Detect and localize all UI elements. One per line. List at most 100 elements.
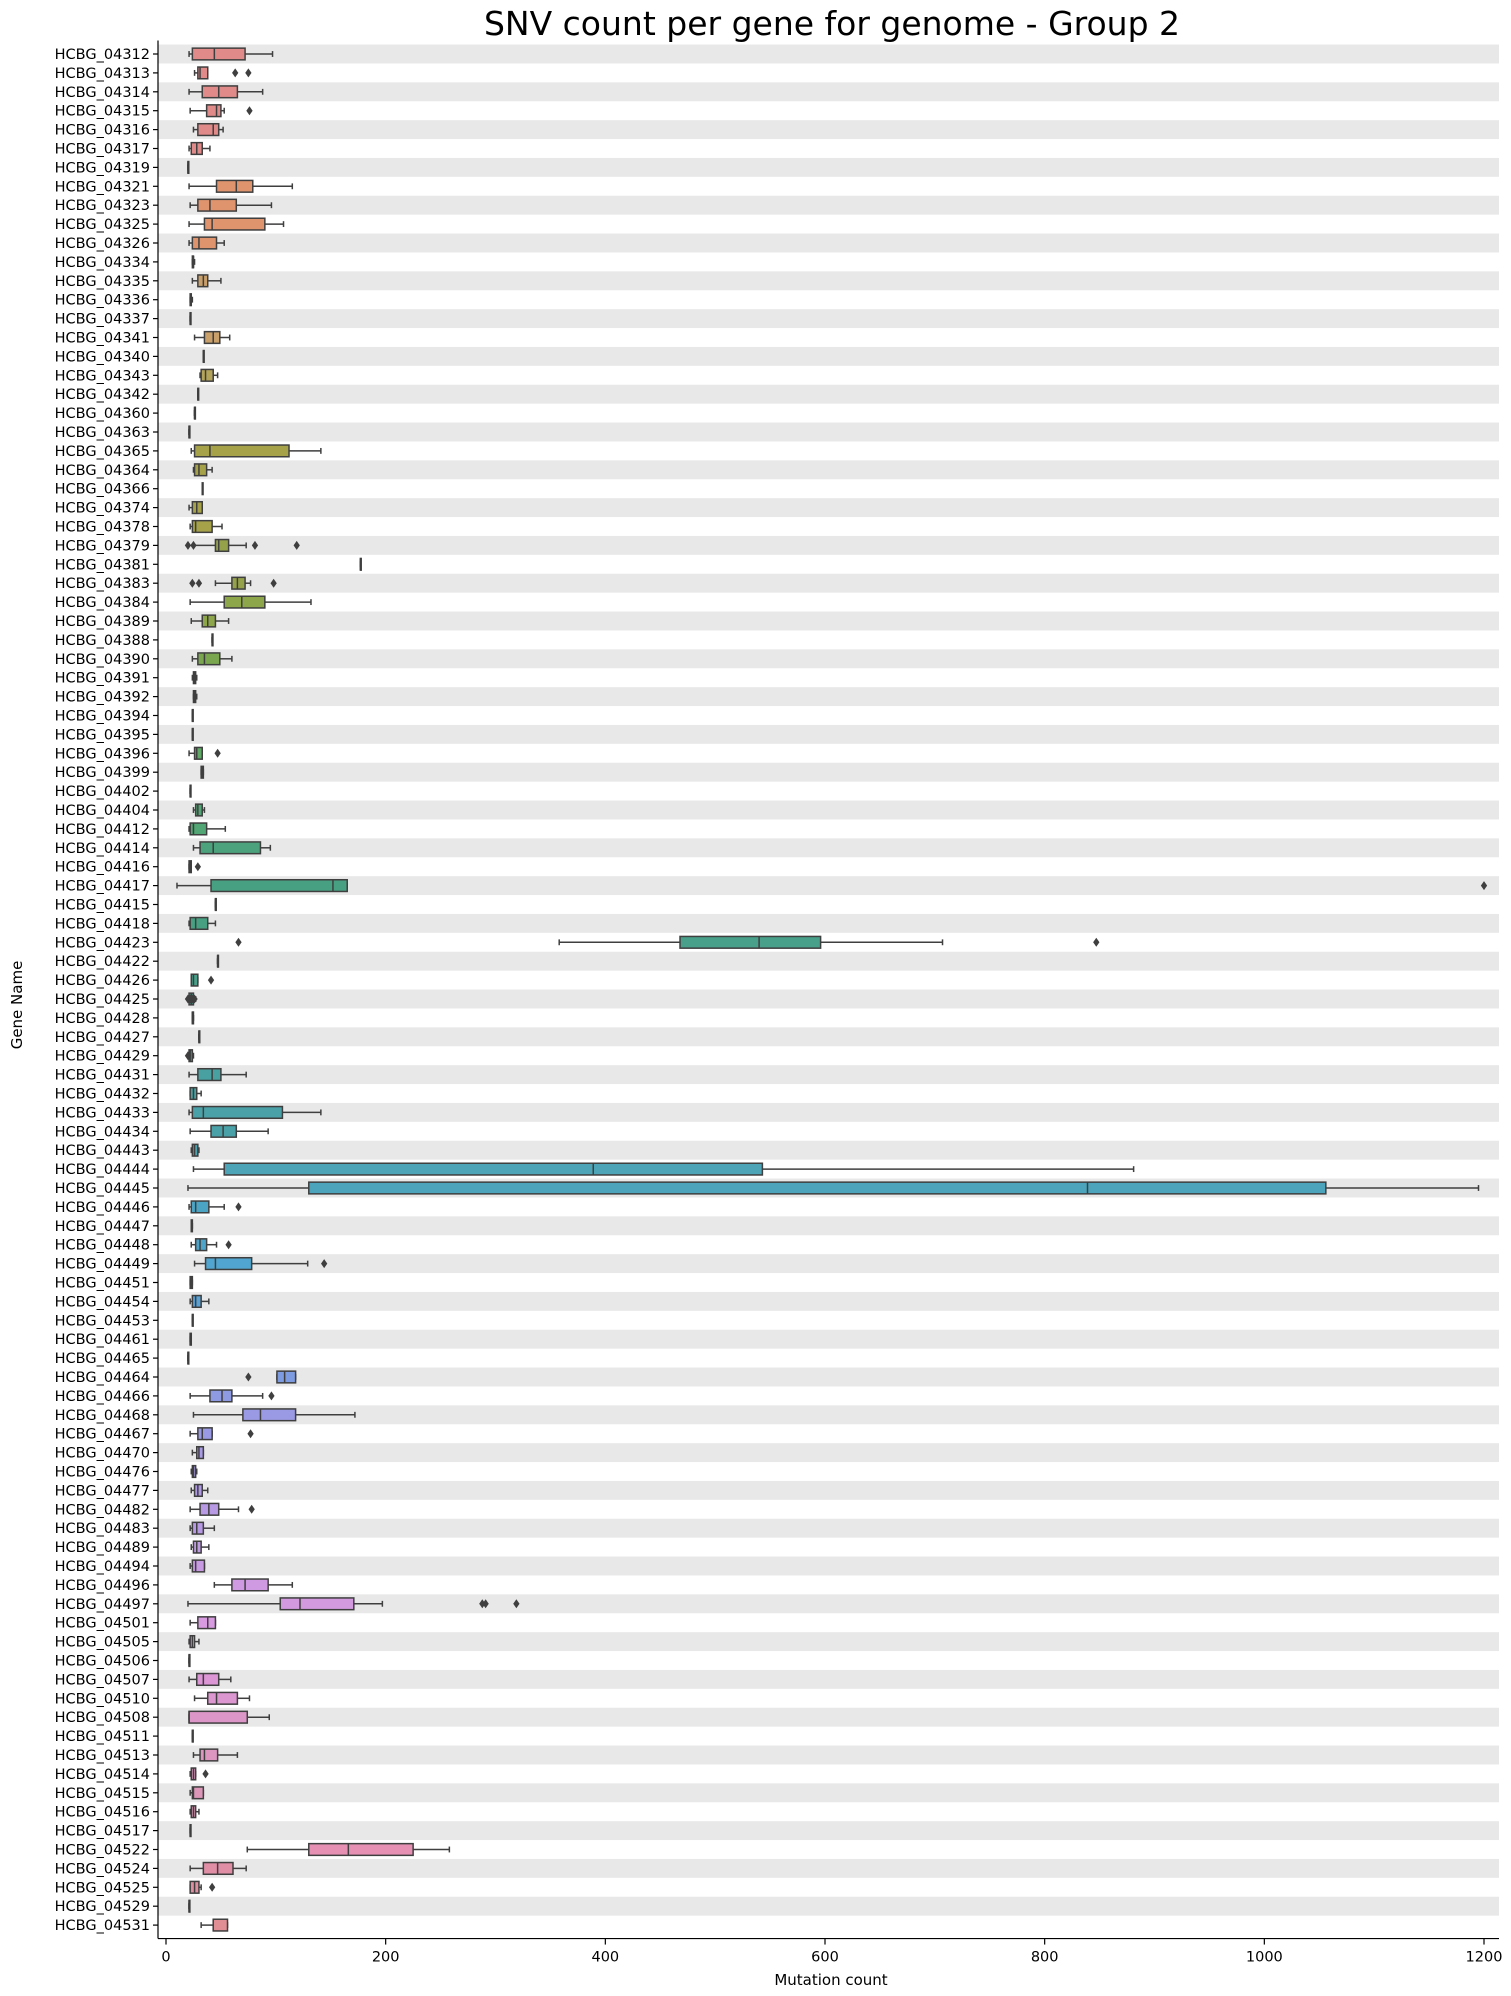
box-plot-hcbg-04395 xyxy=(191,727,194,742)
box-plot-hcbg-04449 xyxy=(193,1256,328,1271)
y-tick-label: HCBG_04342 xyxy=(55,387,150,403)
y-tick-label: HCBG_04451 xyxy=(55,1276,150,1292)
box xyxy=(191,519,213,534)
row-band xyxy=(158,460,1499,480)
y-tick-label: HCBG_04510 xyxy=(55,1691,150,1707)
box xyxy=(197,1616,217,1630)
row-band xyxy=(158,913,1499,933)
y-tick-label: HCBG_04464 xyxy=(55,1370,150,1386)
row-band xyxy=(158,1254,1499,1274)
y-tick-label: HCBG_04321 xyxy=(55,179,150,195)
box xyxy=(201,85,239,99)
row-band xyxy=(158,1027,1499,1047)
box xyxy=(191,236,218,250)
outlier-point xyxy=(232,68,239,78)
y-tick-label: HCBG_04483 xyxy=(55,1521,150,1537)
y-tick-label: HCBG_04389 xyxy=(55,614,150,630)
box-plot-hcbg-04433 xyxy=(188,1105,322,1120)
y-tick-label: HCBG_04395 xyxy=(55,727,150,743)
box xyxy=(212,1918,229,1932)
y-tick-label: HCBG_04514 xyxy=(55,1767,150,1783)
y-tick-label: HCBG_04422 xyxy=(55,954,150,970)
box-plot-hcbg-04514 xyxy=(189,1767,209,1781)
box xyxy=(214,538,230,553)
box-plot-hcbg-04482 xyxy=(189,1502,255,1516)
box-plot-hcbg-04315 xyxy=(189,104,253,118)
x-axis-label: Mutation count xyxy=(774,1971,887,1989)
box xyxy=(199,841,262,855)
y-tick-label: HCBG_04364 xyxy=(55,463,150,479)
outlier-point xyxy=(190,540,197,550)
box-plot-hcbg-04507 xyxy=(188,1672,232,1687)
box xyxy=(201,614,217,628)
y-tick-label: HCBG_04467 xyxy=(55,1427,150,1443)
box-plot-hcbg-04319 xyxy=(187,160,190,175)
outlier-point xyxy=(1480,881,1488,891)
row-band xyxy=(158,1783,1499,1803)
box-plot-hcbg-04402 xyxy=(189,784,192,798)
box xyxy=(191,1521,205,1535)
box xyxy=(196,1672,220,1687)
x-tick-label: 400 xyxy=(591,1950,619,1966)
outlier-point xyxy=(245,68,252,78)
box xyxy=(231,1578,269,1592)
box-plot-hcbg-04381 xyxy=(359,557,362,571)
row-band xyxy=(158,1102,1499,1122)
y-tick-label: HCBG_04404 xyxy=(55,803,150,819)
box xyxy=(279,1597,355,1611)
y-tick-label: HCBG_04443 xyxy=(55,1143,150,1159)
row-band xyxy=(158,195,1499,215)
outlier-point xyxy=(184,540,192,550)
x-tick-label: 200 xyxy=(372,1950,400,1966)
y-tick-label: HCBG_04468 xyxy=(55,1408,150,1424)
y-axis: HCBG_04312 HCBG_04313 HCBG_04314 HCBG_04315… xyxy=(55,40,159,1939)
box xyxy=(197,66,209,80)
box xyxy=(679,935,822,949)
y-tick-label: HCBG_04524 xyxy=(55,1861,150,1877)
outlier-point xyxy=(207,975,215,985)
y-tick-label: HCBG_04316 xyxy=(55,123,150,139)
box xyxy=(223,595,266,609)
box-plot-hcbg-04317 xyxy=(188,141,211,156)
row-band xyxy=(158,989,1499,1009)
y-tick-label: HCBG_04402 xyxy=(55,784,150,800)
row-band xyxy=(158,1669,1499,1689)
outlier-point xyxy=(235,1202,242,1212)
box-plot-hcbg-04321 xyxy=(188,179,294,193)
row-band xyxy=(158,498,1499,518)
box-plot-hcbg-04312 xyxy=(188,47,274,61)
outlier-point xyxy=(202,1769,209,1779)
y-tick-label: HCBG_04496 xyxy=(55,1578,150,1594)
y-tick-label: HCBG_04429 xyxy=(55,1049,150,1065)
y-tick-label: HCBG_04340 xyxy=(55,349,150,365)
box-plot-hcbg-04366 xyxy=(201,482,204,496)
box-plot-hcbg-04396 xyxy=(188,746,221,760)
box-plot-hcbg-04335 xyxy=(191,274,222,288)
row-band xyxy=(158,44,1499,64)
outlier-point xyxy=(270,578,277,588)
box-plot-hcbg-04389 xyxy=(190,614,230,628)
box-plot-hcbg-04422 xyxy=(216,954,220,968)
x-axis: 0 200 400 600 800 1000 1200 xyxy=(158,1937,1502,1966)
box-plot-hcbg-04336 xyxy=(189,293,194,307)
box-plot-hcbg-04443 xyxy=(190,1143,200,1157)
y-tick-label: HCBG_04444 xyxy=(55,1162,150,1178)
box xyxy=(200,368,214,382)
box xyxy=(197,198,238,212)
y-tick-label: HCBG_04313 xyxy=(55,66,150,82)
box-plot-hcbg-04496 xyxy=(213,1578,294,1592)
row-band xyxy=(158,1329,1499,1349)
y-tick-label: HCBG_04506 xyxy=(55,1654,150,1670)
box-plot-hcbg-04508 xyxy=(188,1710,270,1724)
y-tick-label: HCBG_04312 xyxy=(55,47,150,63)
y-tick-label: HCBG_04508 xyxy=(55,1710,150,1726)
row-band xyxy=(158,1216,1499,1236)
row-band xyxy=(158,120,1499,140)
box xyxy=(190,1200,210,1214)
box-plot-hcbg-04379 xyxy=(184,538,300,553)
box-plot-hcbg-04416 xyxy=(188,860,202,874)
box-plot-hcbg-04342 xyxy=(197,387,200,401)
box-plot-hcbg-04427 xyxy=(198,1030,201,1044)
y-tick-label: HCBG_04365 xyxy=(55,444,150,460)
